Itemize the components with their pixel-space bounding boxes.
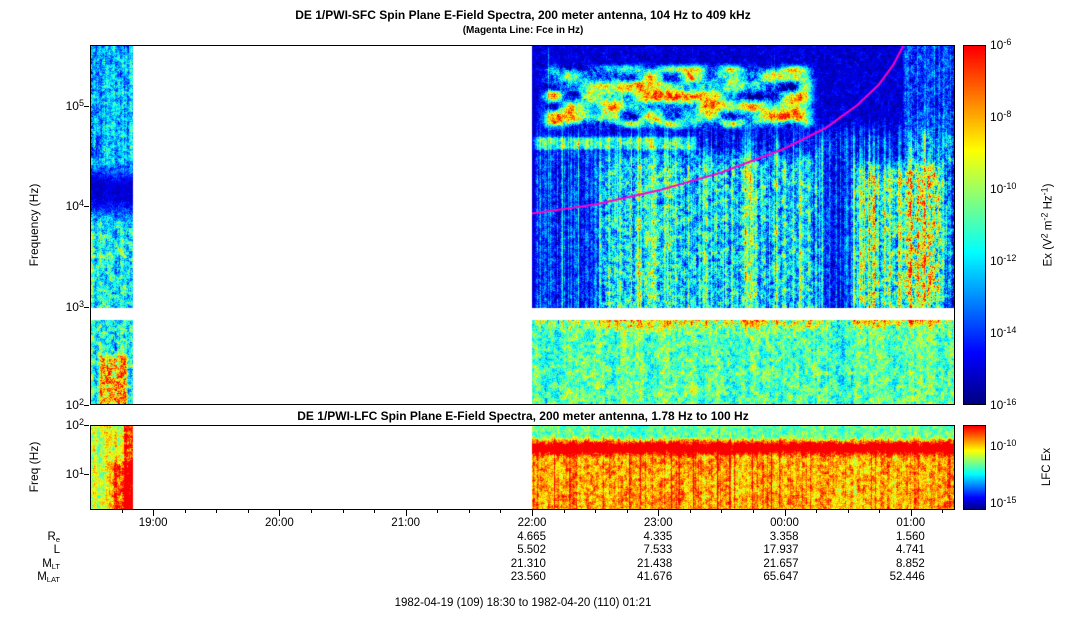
- sfc-ytick-label: 102: [65, 397, 84, 412]
- ephemeris-value: 23.560: [510, 571, 546, 584]
- sfc-colorbar-tick-label: 10-8: [990, 109, 1012, 124]
- time-tick-mark: [910, 510, 912, 516]
- time-minor-tick-mark: [437, 510, 439, 513]
- time-tick-mark: [784, 510, 786, 516]
- ephemeris-row-label: L: [53, 544, 60, 557]
- ephemeris-value: 65.647: [763, 571, 799, 584]
- time-range-caption: 1982-04-19 (109) 18:30 to 1982-04-20 (11…: [394, 597, 652, 609]
- sfc-colorbar-gradient: [964, 46, 985, 404]
- time-tick-mark: [531, 510, 533, 516]
- sfc-title: DE 1/PWI-SFC Spin Plane E-Field Spectra,…: [295, 8, 751, 22]
- sfc-y-axis-label: Frequency (Hz): [27, 183, 41, 267]
- lfc-plot-frame: [90, 425, 955, 510]
- sfc-ytick-label: 105: [65, 98, 84, 114]
- time-tick-label: 19:00: [138, 517, 168, 529]
- time-tick-label: 20:00: [265, 517, 294, 529]
- ephemeris-value: 21.657: [763, 557, 799, 570]
- ephemeris-row-label: Re: [47, 531, 60, 544]
- ephemeris-value: 21.310: [510, 557, 546, 570]
- time-minor-tick-mark: [847, 510, 849, 513]
- sfc-ytick-label: 103: [65, 298, 84, 314]
- ephemeris-value: 41.676: [637, 571, 673, 584]
- sfc-colorbar-tick-label: 10-16: [990, 397, 1017, 412]
- time-minor-tick-mark: [216, 510, 218, 513]
- lfc-colorbar-label: LFC Ex: [1041, 447, 1053, 487]
- time-minor-tick-mark: [468, 510, 470, 513]
- time-minor-tick-mark: [626, 510, 628, 513]
- time-minor-tick-mark: [374, 510, 376, 513]
- lfc-ytick-label: 101: [65, 465, 84, 481]
- lfc-spectrogram-canvas: [91, 426, 954, 509]
- time-tick-label: 01:00: [896, 517, 926, 529]
- sfc-subtitle: (Magenta Line: Fce in Hz): [462, 25, 584, 36]
- ephemeris-value: 4.335: [643, 531, 673, 543]
- sfc-plot-frame: [90, 45, 955, 405]
- ephemeris-value: 52.446: [889, 571, 925, 584]
- ephemeris-value: 4.665: [517, 531, 546, 543]
- time-minor-tick-mark: [879, 510, 881, 513]
- ephemeris-value: 21.438: [637, 557, 673, 570]
- sfc-colorbar: [963, 45, 986, 405]
- sfc-colorbar-tick-label: 10-6: [990, 37, 1012, 52]
- time-tick-mark: [658, 510, 660, 516]
- time-minor-tick-mark: [942, 510, 944, 513]
- ephemeris-value: 3.358: [769, 531, 799, 543]
- sfc-colorbar-tick-label: 10-12: [990, 253, 1017, 268]
- ephemeris-value: 8.852: [896, 557, 925, 570]
- time-minor-tick-mark: [595, 510, 597, 513]
- time-tick-label: 00:00: [770, 517, 799, 529]
- ephemeris-value: 1.560: [896, 531, 925, 543]
- time-minor-tick-mark: [342, 510, 344, 513]
- time-minor-tick-mark: [247, 510, 249, 513]
- time-tick-mark: [153, 510, 155, 516]
- time-minor-tick-mark: [816, 510, 818, 513]
- sfc-colorbar-tick-label: 10-10: [990, 181, 1017, 196]
- time-tick-label: 22:00: [517, 517, 547, 529]
- lfc-ytick-mark: [84, 425, 89, 426]
- time-tick-mark: [405, 510, 407, 516]
- ephemeris-value: 5.502: [517, 544, 546, 557]
- sfc-ytick-mark: [84, 106, 89, 108]
- sfc-colorbar-tick-label: 10-14: [990, 325, 1017, 340]
- lfc-colorbar-gradient: [964, 426, 985, 509]
- time-minor-tick-mark: [752, 510, 754, 513]
- ephemeris-value: 7.533: [643, 544, 673, 557]
- sfc-colorbar-label: Ex (V2 m-2 Hz-1): [1039, 183, 1055, 267]
- sfc-ytick-label: 104: [65, 198, 84, 214]
- ephemeris-row-label: MLAT: [37, 571, 60, 585]
- time-minor-tick-mark: [689, 510, 691, 513]
- ephemeris-value: 17.937: [763, 544, 799, 557]
- lfc-colorbar: [963, 425, 986, 510]
- ephemeris-value: 4.741: [896, 544, 925, 557]
- lfc-colorbar-tick-label: 10-10: [990, 438, 1017, 454]
- time-minor-tick-mark: [310, 510, 312, 513]
- time-tick-label: 23:00: [643, 517, 673, 529]
- time-minor-tick-mark: [500, 510, 502, 513]
- time-minor-tick-mark: [721, 510, 723, 513]
- lfc-ytick-mark: [84, 473, 89, 475]
- time-minor-tick-mark: [563, 510, 565, 513]
- sfc-ytick-mark: [84, 405, 89, 406]
- time-minor-tick-mark: [184, 510, 186, 513]
- time-minor-tick-mark: [121, 510, 123, 513]
- lfc-title: DE 1/PWI-LFC Spin Plane E-Field Spectra,…: [297, 409, 749, 423]
- time-tick-mark: [279, 510, 281, 516]
- sfc-spectrogram-canvas: [91, 46, 954, 404]
- lfc-colorbar-tick-label: 10-15: [990, 495, 1017, 511]
- time-tick-label: 21:00: [391, 517, 421, 529]
- sfc-ytick-mark: [84, 206, 89, 208]
- lfc-ytick-label: 102: [65, 417, 84, 432]
- sfc-ytick-mark: [84, 306, 89, 308]
- ephemeris-row-label: MLT: [42, 557, 60, 571]
